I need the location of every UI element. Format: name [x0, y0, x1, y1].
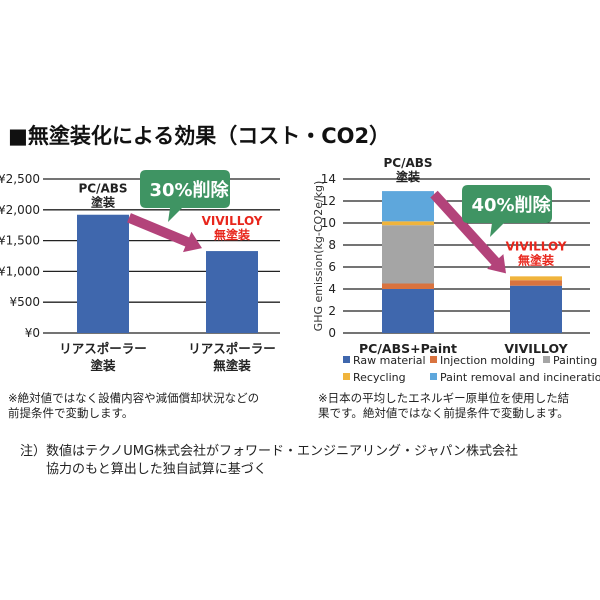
bar-segment-paint-removal-and-incineration — [382, 191, 434, 222]
bar-segment-recycling — [382, 221, 434, 226]
y-tick-label: ¥0 — [25, 326, 40, 340]
y-tick-label: 14 — [321, 172, 336, 186]
footnote-line-2: 協力のもと算出した独自試算に基づく — [20, 461, 267, 477]
y-tick-label: ¥500 — [9, 295, 40, 309]
legend-swatch — [430, 356, 437, 363]
callout-text: 40%削除 — [471, 194, 551, 216]
bar-annotation-highlight: VIVILLOY — [506, 239, 567, 253]
callout-bubble — [140, 170, 230, 222]
bar-annotation: 塗装 — [91, 195, 115, 210]
y-tick-label: ¥2,500 — [0, 172, 40, 186]
bar-annotation: 塗装 — [396, 169, 420, 184]
callout-bubble — [462, 185, 552, 237]
bar-annotation: PC/ABS — [78, 182, 127, 196]
bar-annotation: PC/ABS — [383, 156, 432, 170]
legend-label: Recycling — [353, 371, 406, 384]
bar-annotation-highlight: VIVILLOY — [202, 214, 263, 228]
legend-swatch — [343, 373, 350, 380]
legend-swatch — [343, 356, 350, 363]
note-line: ※絶対値ではなく設備内容や減価償却状況などの — [8, 391, 259, 405]
x-tick-label: 塗装 — [90, 358, 116, 373]
x-tick-label: リアスポーラー — [59, 341, 147, 356]
bar-segment-raw-material — [382, 289, 434, 333]
bar-segment-recycling — [510, 276, 562, 281]
callout-text: 30%削除 — [149, 179, 229, 201]
y-tick-label: 6 — [328, 260, 336, 274]
footnote-line-1: 注）数値はテクノUMG株式会社がフォワード・エンジニアリング・ジャパン株式会社 — [20, 443, 518, 459]
bar-annotation-highlight: 無塗装 — [214, 227, 250, 242]
x-tick-label: PC/ABS+Paint — [359, 341, 457, 356]
note-line: 前提条件で変動します。 — [8, 406, 133, 420]
legend-label: Raw material — [353, 354, 426, 367]
note-line: 果です。絶対値ではなく前提条件で変動します。 — [318, 406, 569, 420]
page-title: ■無塗装化による効果（コスト・CO2） — [8, 124, 390, 148]
y-axis-label: GHG emission(kg-CO2e/kg) — [312, 181, 325, 332]
y-tick-label: 2 — [328, 304, 336, 318]
x-tick-label: リアスポーラー — [188, 341, 276, 356]
bar — [206, 251, 258, 333]
y-tick-label: ¥1,500 — [0, 234, 40, 248]
y-tick-label: ¥2,000 — [0, 203, 40, 217]
legend-swatch — [543, 356, 550, 363]
legend-label: Painting — [553, 354, 597, 367]
bar — [77, 214, 129, 333]
bar-annotation-highlight: 無塗装 — [518, 252, 554, 267]
x-tick-label: VIVILLOY — [504, 341, 568, 356]
reduction-arrow — [127, 213, 202, 253]
y-tick-label: 8 — [328, 238, 336, 252]
y-tick-label: 4 — [328, 282, 336, 296]
legend-label: Injection molding — [440, 354, 535, 367]
cost-chart: ¥0¥500¥1,000¥1,500¥2,000¥2,500リアスポーラー塗装リ… — [0, 170, 280, 420]
note-line: ※日本の平均したエネルギー原単位を使用した結 — [318, 391, 569, 405]
reduction-arrow — [430, 190, 506, 274]
y-tick-label: ¥1,000 — [0, 264, 40, 278]
legend-label: Paint removal and incineration — [440, 371, 600, 384]
bar-segment-injection-molding — [382, 283, 434, 289]
bar-segment-raw-material — [510, 285, 562, 333]
legend-swatch — [430, 373, 437, 380]
y-tick-label: 0 — [328, 326, 336, 340]
y-tick-label: 10 — [321, 216, 336, 230]
bar-segment-injection-molding — [510, 280, 562, 286]
x-tick-label: 無塗装 — [213, 358, 251, 373]
bar-segment-painting — [382, 225, 434, 284]
y-tick-label: 12 — [321, 194, 336, 208]
